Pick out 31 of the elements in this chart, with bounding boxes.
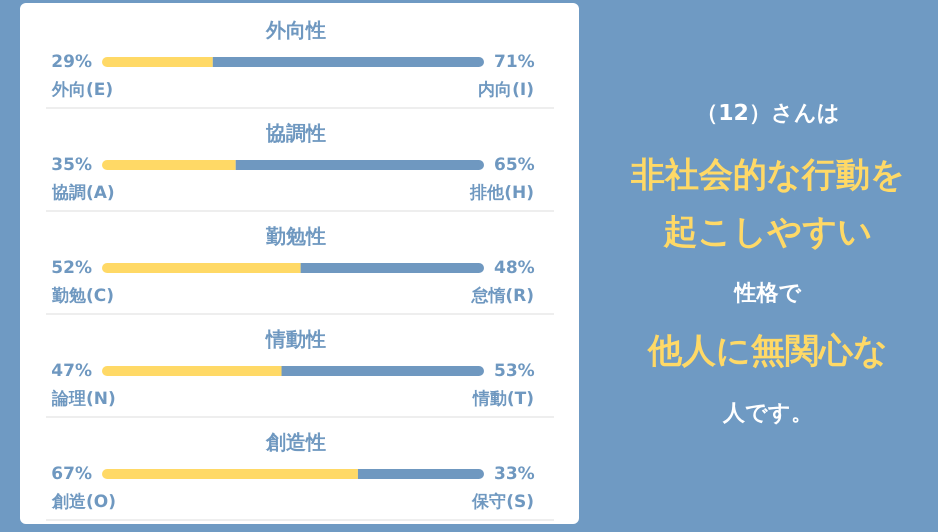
series-label: 怠惰(R) [470,286,534,306]
data-label: 65% [494,155,535,175]
data-label: 29% [51,52,92,72]
chart-title: 情動性 [264,327,326,351]
chart-title: 勤勉性 [265,224,326,248]
chart-title: 協調性 [265,121,326,145]
data-label: 53% [494,361,535,381]
text: 起こしやすい [662,212,872,252]
data-label: 35% [51,155,92,175]
data-label: 71% [494,52,535,72]
text: 人です。 [722,401,813,426]
data-label: 48% [494,258,535,278]
series-label: 協調(A) [51,183,115,203]
series-label: 情動(T) [472,389,534,409]
text: 非社会的な行動を [630,155,905,195]
data-label: 52% [51,258,92,278]
data-label: 67% [51,464,92,484]
series-label: 外向(E) [51,80,114,100]
chart-title: 外向性 [265,18,326,42]
chart-title: 創造性 [265,430,326,454]
text: 性格で [732,281,802,306]
series-label: 排他(H) [469,183,534,203]
data-label: 47% [51,361,92,381]
series-label: 論理(N) [51,389,116,409]
series-label: 内向(I) [478,80,534,100]
data-label: 33% [494,464,535,484]
series-label: 勤勉(C) [51,286,114,306]
text: （12）さんは [696,101,840,126]
text: 他人に無関心な [647,331,888,371]
series-label: 創造(O) [51,492,116,512]
series-label: 保守(S) [471,492,534,512]
